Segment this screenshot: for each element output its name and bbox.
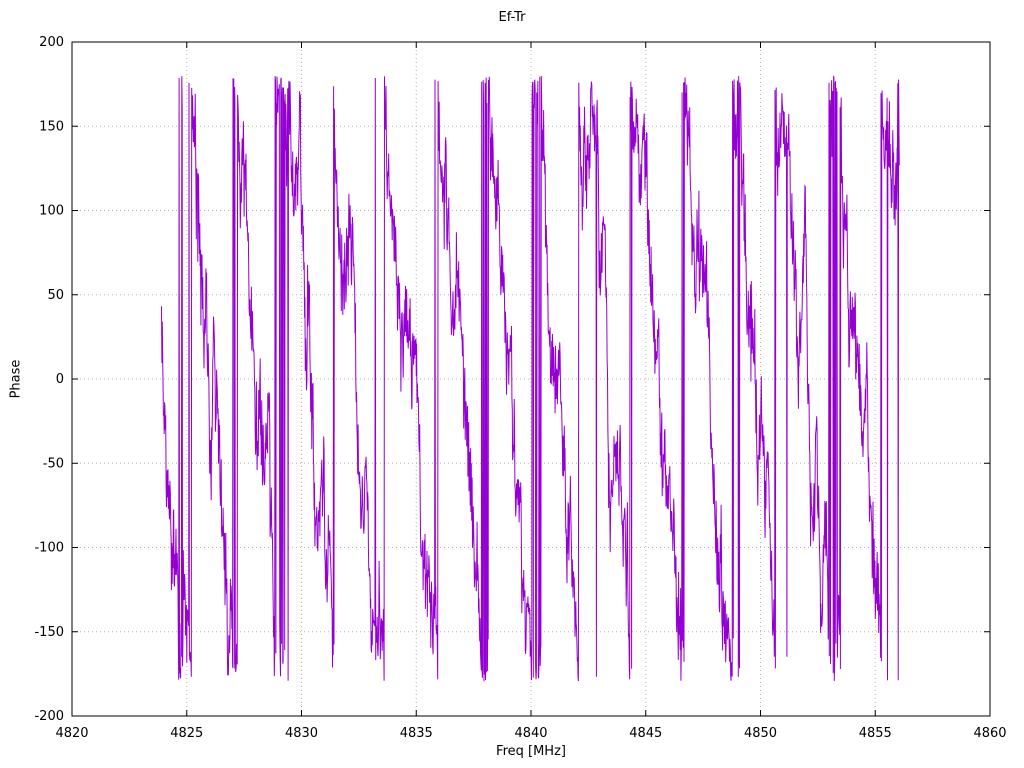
x-tick-label: 4820 [55, 726, 88, 741]
y-tick-label: -200 [34, 709, 64, 724]
y-tick-label: 100 [39, 204, 64, 219]
x-tick-label: 4855 [859, 726, 892, 741]
x-tick-label: 4850 [744, 726, 777, 741]
phase-trace [161, 75, 900, 682]
y-tick-label: 0 [56, 372, 64, 387]
y-tick-label: 200 [39, 35, 64, 50]
x-axis-label: Freq [MHz] [496, 744, 566, 759]
y-tick-label: -50 [43, 456, 64, 471]
chart-title: Ef-Tr [498, 10, 526, 25]
x-tick-label: 4830 [285, 726, 318, 741]
plot-border [71, 41, 991, 717]
x-tick-label: 4840 [514, 726, 547, 741]
y-tick-label: -100 [34, 541, 64, 556]
y-tick-label: 50 [47, 288, 64, 303]
y-tick-label: 150 [39, 119, 64, 134]
y-axis-label: Phase [8, 359, 24, 399]
x-tick-label: 4825 [170, 726, 203, 741]
x-tick-label: 4845 [629, 726, 662, 741]
y-tick-label: -150 [34, 625, 64, 640]
x-tick-label: 4860 [973, 726, 1006, 741]
x-tick-label: 4835 [400, 726, 433, 741]
